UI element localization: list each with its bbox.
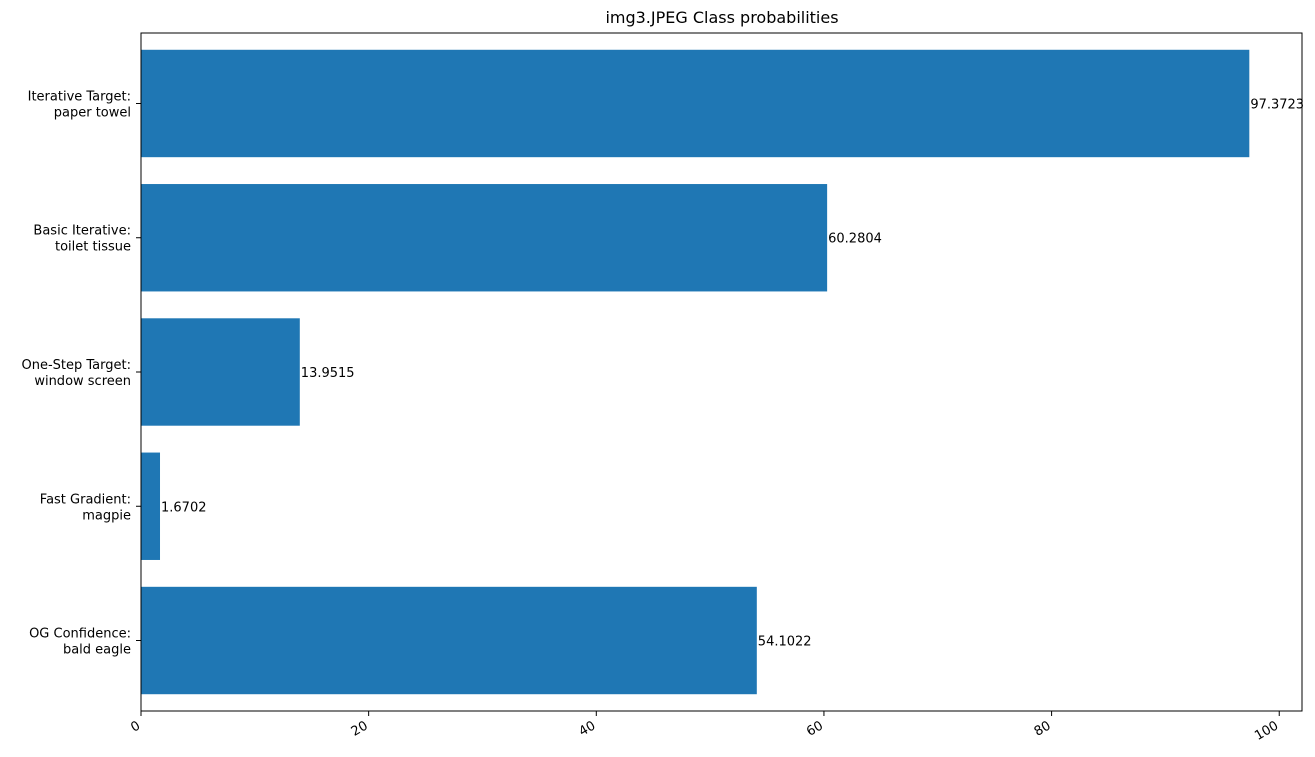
y-tick-label-line: Basic Iterative: — [33, 224, 131, 239]
bar-value-label: 54.1022 — [758, 635, 812, 650]
y-tick-label-line: Iterative Target: — [28, 89, 131, 104]
y-tick-label-line: Fast Gradient: — [40, 492, 131, 507]
y-tick-label: Basic Iterative: toilet tissue — [33, 224, 131, 255]
bar — [141, 184, 828, 292]
x-tick-label: 40 — [576, 718, 598, 739]
bar-value-label: 60.2804 — [828, 232, 882, 247]
x-tick-label: 0 — [128, 718, 143, 735]
y-tick-label-line: window screen — [34, 374, 131, 389]
y-tick-label-line: toilet tissue — [55, 240, 131, 255]
y-tick-label-line: paper towel — [54, 105, 131, 120]
bars-layer — [141, 49, 1250, 695]
bar — [141, 49, 1250, 158]
axes-layer — [136, 32, 1303, 716]
chart-title: img3.JPEG Class probabilities — [605, 8, 838, 27]
y-tick-label-line: magpie — [82, 508, 131, 523]
y-tick-label: Fast Gradient: magpie — [40, 492, 131, 523]
bar-value-label: 97.3723 — [1250, 97, 1304, 112]
plot-frame — [140, 32, 1303, 712]
bar-value-label: 13.9515 — [301, 366, 355, 381]
x-tick-label: 20 — [349, 718, 371, 739]
y-tick-label-line: One-Step Target: — [22, 358, 132, 373]
x-tick-label: 60 — [804, 718, 826, 739]
y-tick-label-line: bald eagle — [63, 643, 131, 658]
x-tick-label: 80 — [1032, 718, 1054, 739]
bar-value-label: 1.6702 — [161, 500, 207, 515]
y-tick-label: OG Confidence: bald eagle — [29, 627, 131, 658]
bar — [141, 586, 757, 695]
y-tick-label: One-Step Target: window screen — [22, 358, 132, 389]
labels-layer: 97.3723 Iterative Target: paper towel 60.28… — [22, 89, 1305, 743]
bar — [141, 452, 161, 560]
x-tick-label: 100 — [1252, 718, 1281, 743]
y-tick-label-line: OG Confidence: — [29, 627, 131, 642]
y-tick-label: Iterative Target: paper towel — [28, 89, 131, 120]
bar — [141, 318, 300, 426]
